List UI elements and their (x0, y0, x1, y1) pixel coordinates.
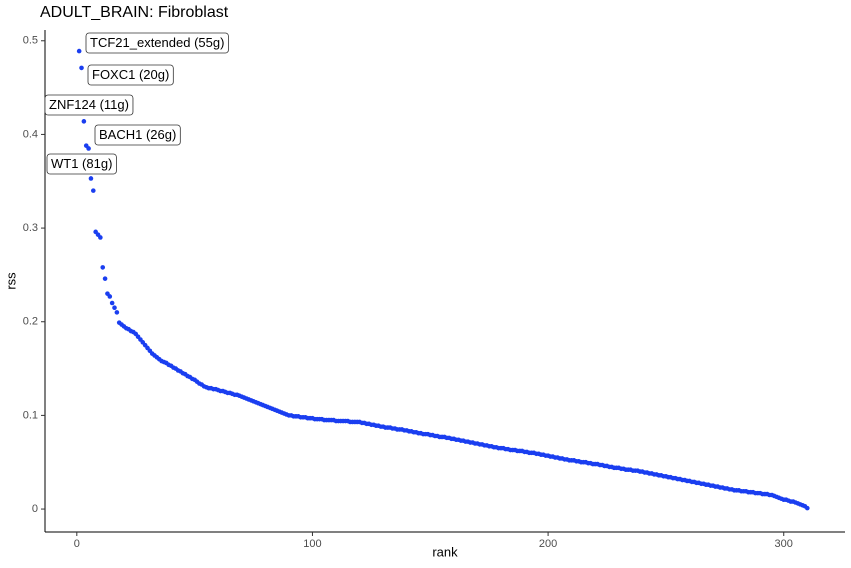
annotation-box (44, 94, 134, 116)
point (86, 146, 91, 151)
annotation-label: ZNF124 (11g) (49, 97, 129, 112)
point (114, 310, 120, 315)
x-tick-label: 300 (775, 538, 793, 550)
point (79, 65, 84, 71)
y-tick-label: 0.2 (23, 316, 38, 328)
y-tick-label: 0.3 (23, 222, 38, 234)
annotation-box (87, 64, 174, 86)
x-axis-label: rank (432, 544, 458, 559)
annotation-label: WT1 (81g) (51, 156, 112, 171)
point (91, 188, 96, 193)
annotation-box (85, 32, 229, 54)
point (100, 265, 106, 270)
annotation-box (46, 153, 117, 175)
x-tick-label: 100 (303, 538, 321, 550)
point (107, 294, 113, 299)
x-tick-label: 0 (74, 538, 80, 550)
point (76, 48, 82, 54)
y-tick-label: 0 (32, 503, 38, 515)
annotation-label: TCF21_extended (55g) (90, 35, 224, 50)
point (109, 300, 115, 306)
y-tick-label: 0.5 (23, 35, 38, 47)
point (804, 505, 810, 511)
chart-title: ADULT_BRAIN: Fibroblast (40, 4, 229, 21)
y-axis-label: rss (3, 272, 18, 290)
point (81, 119, 87, 124)
point (98, 235, 103, 240)
annotation-label: BACH1 (26g) (99, 127, 176, 142)
point (102, 276, 108, 281)
annotation-label: FOXC1 (20g) (92, 67, 169, 82)
y-tick-label: 0.1 (23, 409, 38, 421)
annotation-box (94, 124, 181, 146)
point (112, 305, 117, 310)
point (88, 176, 94, 181)
y-tick-label: 0.4 (23, 128, 38, 140)
x-tick-label: 200 (539, 538, 557, 550)
